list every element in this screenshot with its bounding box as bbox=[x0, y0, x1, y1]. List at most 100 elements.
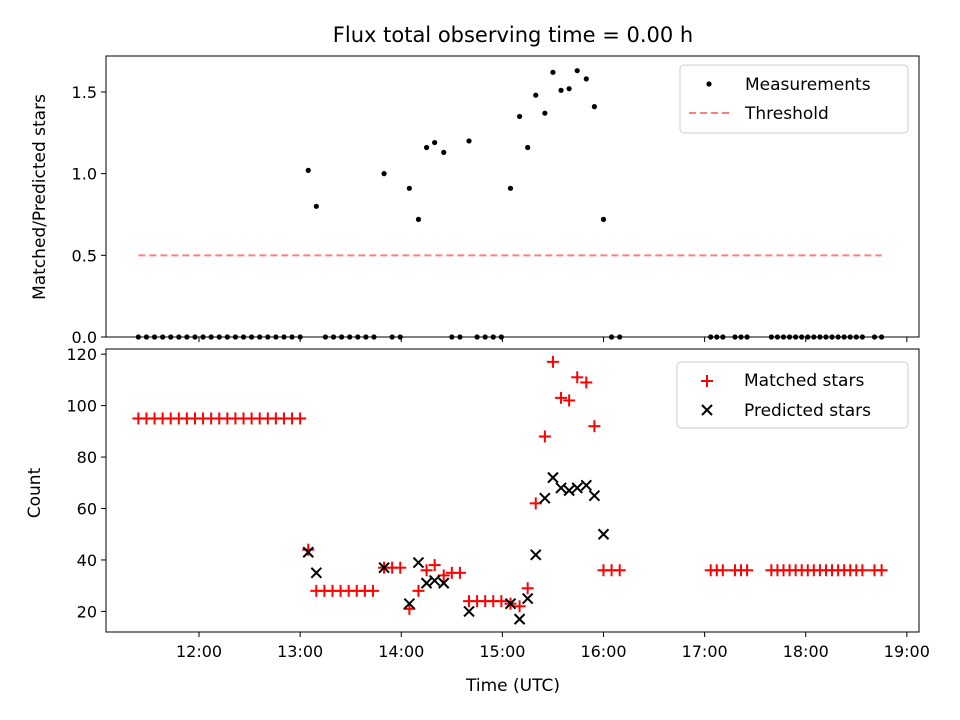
legend-threshold-label: Threshold bbox=[744, 104, 829, 124]
predicted-star-point bbox=[420, 577, 433, 589]
predicted-star-point bbox=[571, 482, 583, 494]
predicted-star-point bbox=[555, 482, 567, 494]
predicted-star-point bbox=[378, 561, 390, 574]
top-panel: 0.0 0.5 1.0 1.5 Matched/Predicted stars Mea… bbox=[30, 55, 920, 347]
matched-star-point bbox=[420, 564, 433, 577]
predicted-star-point bbox=[597, 528, 610, 540]
matched-star-point bbox=[495, 595, 508, 608]
predicted-star-point bbox=[530, 549, 542, 561]
top-axes: 0.0 0.5 1.0 1.5 bbox=[72, 83, 908, 347]
bottom-ylabel: Count bbox=[25, 467, 45, 518]
measurement-point bbox=[574, 68, 580, 74]
matched-star-point bbox=[294, 412, 307, 425]
bottom-data-layer bbox=[132, 355, 888, 625]
top-legend-box bbox=[679, 64, 909, 134]
predicted-star-point bbox=[539, 492, 551, 504]
predicted-star-point bbox=[580, 479, 593, 492]
bottom-ytick-label: 80 bbox=[77, 448, 97, 467]
bottom-xtick-label: 15:00 bbox=[479, 642, 525, 661]
matched-star-point bbox=[453, 566, 466, 579]
bottom-xtick-label: 12:00 bbox=[176, 642, 222, 661]
measurement-point bbox=[423, 144, 430, 151]
bottom-ytick-label: 60 bbox=[77, 500, 97, 519]
measurement-point bbox=[507, 185, 514, 191]
measurement-point bbox=[583, 76, 589, 82]
matched-star-point bbox=[412, 584, 425, 597]
predicted-star-point bbox=[438, 577, 450, 589]
top-plot-frame bbox=[105, 55, 920, 338]
measurement-point bbox=[600, 216, 607, 222]
measurement-point bbox=[415, 216, 422, 222]
measurement-point bbox=[566, 86, 572, 92]
measurement-point bbox=[516, 113, 523, 120]
matched-star-point bbox=[580, 376, 593, 389]
top-ytick-label: 1.5 bbox=[72, 83, 97, 102]
matched-star-point bbox=[613, 564, 626, 577]
bottom-xtick-label: 13:00 bbox=[277, 642, 323, 661]
measurement-point bbox=[313, 203, 319, 209]
matched-star-point bbox=[563, 394, 576, 407]
predicted-star-point bbox=[412, 556, 425, 569]
matched-star-point bbox=[521, 582, 534, 595]
measurement-point bbox=[305, 167, 311, 173]
top-ytick-label: 0.0 bbox=[72, 328, 97, 347]
top-ytick-label: 0.5 bbox=[72, 246, 97, 265]
bottom-ytick-label: 40 bbox=[77, 551, 97, 570]
bottom-legend-box bbox=[676, 361, 909, 429]
top-legend: Measurements Threshold bbox=[679, 64, 909, 134]
bottom-xtick-label: 17:00 bbox=[682, 642, 728, 661]
matched-star-point bbox=[366, 584, 379, 597]
matched-star-point bbox=[513, 600, 526, 613]
bottom-xtick-label: 14:00 bbox=[378, 642, 424, 661]
bottom-ytick-label: 20 bbox=[77, 602, 97, 621]
matched-star-point bbox=[555, 391, 568, 404]
predicted-star-point bbox=[463, 605, 475, 618]
bottom-ytick-label: 120 bbox=[66, 345, 97, 364]
chart-title: Flux total observing time = 0.00 h bbox=[333, 23, 693, 47]
predicted-star-point bbox=[513, 613, 526, 625]
measurement-point bbox=[525, 144, 531, 151]
legend-predicted-label: Predicted stars bbox=[744, 401, 871, 421]
measurement-point bbox=[542, 110, 548, 116]
predicted-star-point bbox=[403, 597, 416, 610]
matched-star-point bbox=[588, 420, 601, 433]
bottom-xtick-label: 16:00 bbox=[580, 642, 626, 661]
predicted-star-point bbox=[563, 484, 575, 497]
legend-measurements-marker bbox=[706, 81, 712, 87]
legend-measurements-label: Measurements bbox=[745, 75, 871, 95]
predicted-star-point bbox=[310, 567, 323, 579]
measurement-point bbox=[441, 149, 447, 155]
bottom-axes: 20 40 60 80 100 120 12:00 13:00 14:00 15:00 16:00 1… bbox=[66, 345, 929, 661]
measurement-point bbox=[550, 69, 556, 75]
matched-star-point bbox=[538, 430, 551, 443]
matched-star-point bbox=[716, 564, 729, 577]
bottom-xtick-label: 19:00 bbox=[884, 642, 930, 661]
matched-star-point bbox=[741, 564, 754, 577]
top-data-layer bbox=[135, 68, 885, 340]
measurement-point bbox=[432, 139, 438, 146]
predicted-star-point bbox=[302, 546, 314, 558]
matched-star-point bbox=[856, 564, 869, 577]
matched-star-point bbox=[529, 497, 542, 510]
predicted-star-point bbox=[504, 597, 517, 610]
measurement-point bbox=[406, 185, 412, 191]
bottom-legend: Matched stars Predicted stars bbox=[676, 361, 909, 429]
top-ylabel: Matched/Predicted stars bbox=[30, 94, 50, 300]
matched-star-point bbox=[571, 371, 584, 384]
predicted-star-point bbox=[521, 592, 534, 605]
matched-star-point bbox=[437, 569, 450, 582]
measurement-point bbox=[381, 171, 387, 177]
legend-matched-label: Matched stars bbox=[744, 371, 864, 391]
predicted-star-point bbox=[547, 471, 559, 484]
matched-star-point bbox=[428, 559, 441, 572]
legend-predicted-marker bbox=[701, 404, 713, 416]
predicted-star-point bbox=[588, 489, 601, 502]
matched-star-point bbox=[875, 564, 888, 577]
measurement-point bbox=[466, 138, 472, 144]
matched-star-point bbox=[394, 561, 407, 574]
matched-star-point bbox=[302, 543, 315, 556]
measurement-point bbox=[558, 87, 564, 93]
matched-star-point bbox=[546, 355, 559, 368]
bottom-xlabel: Time (UTC) bbox=[465, 676, 560, 696]
bottom-xtick-label: 18:00 bbox=[783, 642, 829, 661]
